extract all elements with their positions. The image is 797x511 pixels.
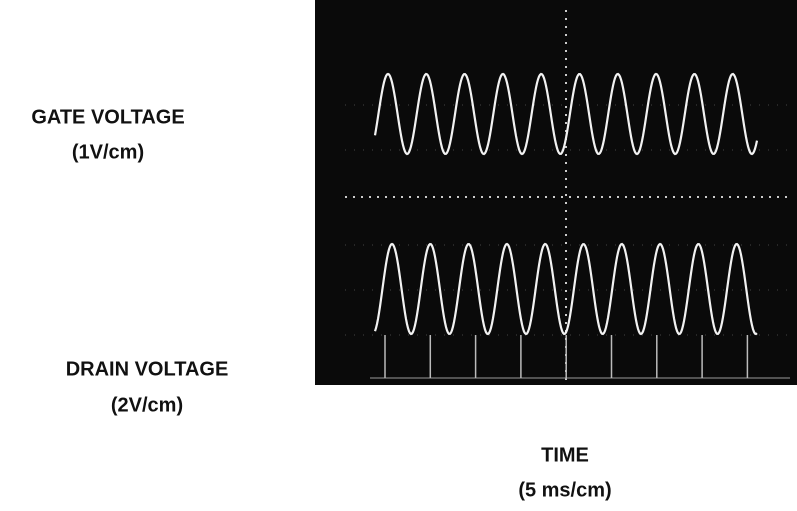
time-scale: (5 ms/cm) [518, 479, 611, 501]
drain-scale: (2V/cm) [111, 394, 183, 416]
gate-trace [373, 72, 759, 156]
gate-scale: (1V/cm) [72, 141, 144, 163]
gate-label: GATE VOLTAGE [31, 106, 184, 128]
graticule [345, 10, 790, 380]
time-label: TIME [541, 444, 589, 466]
scope-screen [315, 0, 797, 385]
drain-label: DRAIN VOLTAGE [66, 358, 229, 380]
traces [373, 72, 759, 336]
drain-trace [373, 242, 758, 336]
